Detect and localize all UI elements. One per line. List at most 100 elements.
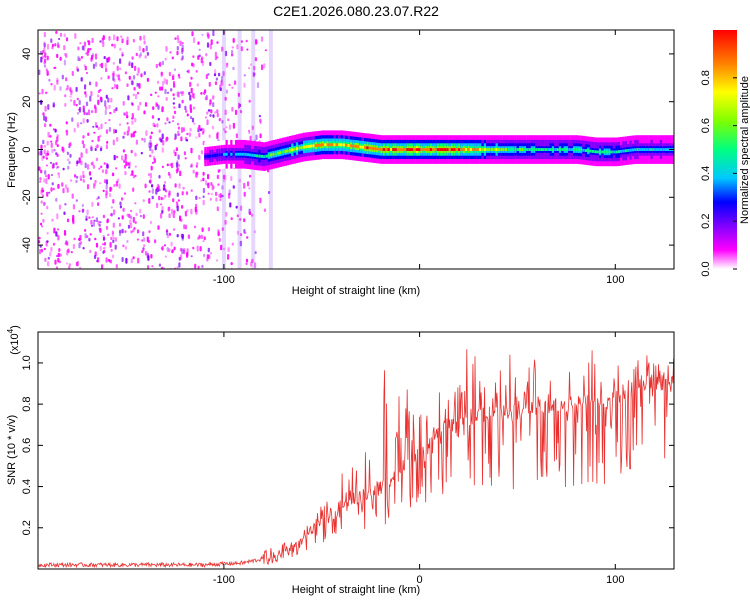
heatmap-cell [45, 68, 48, 72]
heatmap-cell [108, 104, 111, 109]
heatmap-cell [319, 143, 322, 147]
heatmap-cell [225, 211, 228, 217]
svg-text:(x104): (x104) [6, 325, 21, 355]
heatmap-cell [139, 52, 142, 57]
heatmap-cell [216, 259, 219, 262]
heatmap-cell [563, 148, 567, 151]
heatmap-cell [44, 170, 47, 175]
heatmap-cell [66, 151, 69, 155]
heatmap-cell [125, 111, 128, 117]
heatmap-cell [203, 91, 206, 95]
heatmap-cell [202, 131, 205, 135]
heatmap-cell [191, 31, 194, 37]
heatmap-cell [190, 87, 193, 94]
heatmap-cell [46, 205, 49, 210]
heatmap-cell [218, 117, 221, 122]
heatmap-cell [172, 141, 175, 147]
heatmap-cell [69, 87, 72, 92]
heatmap-cell [528, 148, 531, 151]
heatmap-cell [251, 125, 254, 130]
heatmap-cell [157, 225, 160, 230]
heatmap-cell [486, 148, 489, 151]
heatmap-cell [82, 135, 85, 139]
heatmap-cell [56, 136, 59, 142]
heatmap-cell [109, 193, 112, 198]
heatmap-cell [659, 148, 663, 151]
heatmap-cell [107, 97, 110, 103]
heatmap-cell [221, 75, 224, 82]
heatmap-cell [130, 149, 133, 154]
heatmap-cell [582, 148, 585, 152]
heatmap-cell [46, 140, 49, 146]
heatmap-cell [253, 65, 256, 71]
heatmap-cell [493, 148, 496, 151]
heatmap-cell [102, 236, 106, 240]
heatmap-cell [117, 74, 120, 81]
heatmap-cell [69, 95, 72, 98]
heatmap-cell [232, 152, 236, 156]
heatmap-cell [211, 125, 215, 130]
heatmap-cell [116, 65, 119, 71]
heatmap-cell [86, 51, 89, 56]
heatmap-cell [186, 70, 189, 73]
heatmap-cell [216, 206, 219, 212]
heatmap-cell [154, 144, 157, 151]
heatmap-cell [53, 148, 56, 152]
heatmap-cell [52, 128, 55, 131]
heatmap-cell [90, 162, 93, 166]
heatmap-cell [212, 95, 215, 100]
heatmap-cell [50, 140, 53, 143]
heatmap-cell [650, 148, 654, 151]
heatmap-cell [179, 247, 183, 252]
heatmap-cell [622, 149, 625, 153]
heatmap-cell [68, 145, 71, 149]
heatmap-cell [132, 256, 135, 260]
heatmap-cell [114, 129, 117, 134]
heatmap-cell [114, 244, 117, 250]
heatmap-cell [179, 91, 182, 94]
heatmap-cell [610, 150, 614, 154]
heatmap-cell [150, 254, 153, 259]
heatmap-cell [50, 153, 53, 158]
heatmap-cell [441, 148, 445, 151]
heatmap-cell [104, 185, 107, 191]
heatmap-cell [118, 223, 122, 227]
heatmap-cell [85, 218, 88, 221]
heatmap-cell [210, 193, 213, 196]
heatmap-cell [114, 237, 117, 242]
heatmap-cell [251, 213, 254, 217]
heatmap-cell [230, 262, 233, 266]
heatmap-cell [204, 96, 207, 101]
heatmap-cell [119, 123, 122, 126]
heatmap-cell [53, 84, 56, 91]
heatmap-cell [79, 175, 82, 180]
heatmap-cell [112, 172, 115, 177]
heatmap-cell [45, 178, 48, 184]
heatmap-cell [110, 248, 113, 252]
y-tick-label: 0.6 [21, 438, 33, 453]
heatmap-cell [516, 148, 520, 151]
heatmap-cell [243, 218, 246, 223]
heatmap-cell [190, 189, 193, 192]
heatmap-cell [210, 39, 213, 45]
spectrogram-xlabel: Height of straight line (km) [292, 285, 420, 297]
heatmap-cell [103, 162, 106, 165]
heatmap-cell [131, 62, 134, 68]
heatmap-cell [214, 51, 217, 55]
heatmap-cell [218, 72, 221, 77]
heatmap-cell [224, 109, 227, 116]
heatmap-cell [187, 234, 190, 239]
heatmap-cell [124, 246, 127, 250]
heatmap-cell [53, 66, 56, 69]
heatmap-cell [43, 47, 46, 54]
heatmap-cell [128, 63, 131, 66]
heatmap-cell [86, 184, 90, 190]
heatmap-cell [399, 148, 402, 151]
heatmap-cell [90, 146, 93, 152]
heatmap-cell [173, 210, 176, 214]
heatmap-cell [65, 262, 69, 265]
heatmap-cell [178, 103, 181, 109]
heatmap-cell [201, 60, 205, 66]
heatmap-cell [97, 135, 100, 142]
heatmap-cell [605, 150, 609, 154]
